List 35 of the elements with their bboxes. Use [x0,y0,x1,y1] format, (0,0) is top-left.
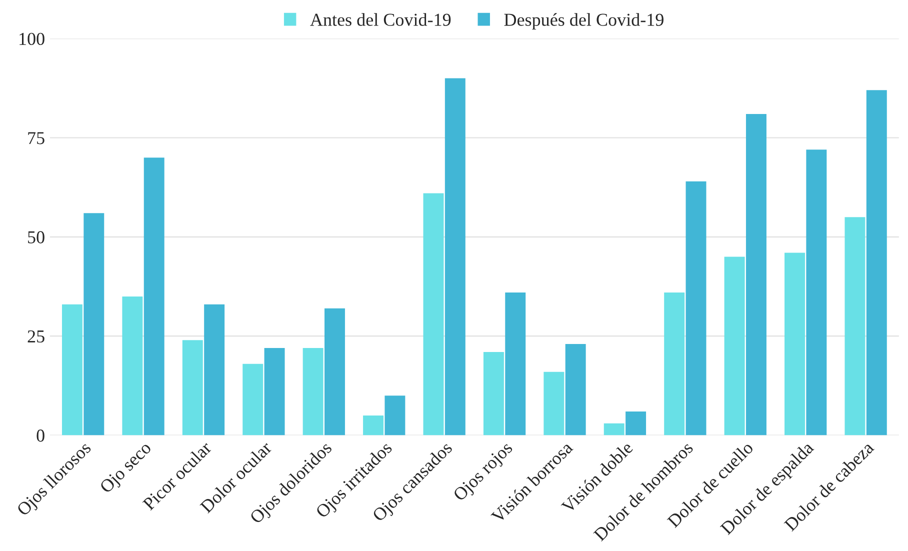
bar [444,78,466,436]
bar [242,364,264,436]
bar [384,396,406,436]
bar [784,252,805,436]
bar [122,296,143,436]
bar [62,304,82,436]
bar [182,340,203,436]
y-tick-label: 25 [28,330,44,343]
bar [324,308,345,436]
bar [423,193,444,436]
legend-label: Antes del Covid-19 [310,13,451,26]
bar [544,372,564,436]
bar [302,348,324,436]
bar [844,217,866,436]
bar [264,348,285,436]
bar [604,423,624,436]
bar [84,213,104,436]
legend-label: Después del Covid-19 [504,13,664,30]
y-tick-label: 50 [28,231,44,244]
bar [363,415,384,436]
bar [204,304,225,436]
bar [505,292,526,436]
bar [866,90,887,436]
bar [626,411,646,436]
bar [806,150,827,436]
bar [144,158,164,436]
bar [483,352,504,436]
bar [664,292,685,436]
y-tick-label: 0 [36,430,44,442]
bar [686,181,706,436]
bar [746,114,766,436]
bar [724,256,745,436]
y-tick-label: 100 [20,32,44,46]
y-tick-label: 75 [28,132,44,144]
bar [565,344,586,436]
